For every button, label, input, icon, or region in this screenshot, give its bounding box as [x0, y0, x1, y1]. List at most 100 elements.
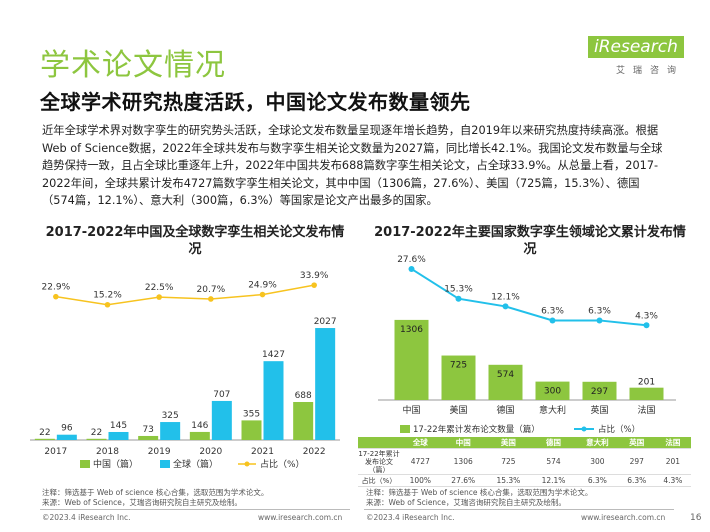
table-row: 17-22年累计发布论文（篇） 4727 1306 725 574 300 29…	[358, 448, 691, 475]
chart1-ratio-point	[104, 301, 111, 308]
chart2-bar	[394, 319, 429, 400]
chart1-legend-global: 全球（篇）	[173, 458, 218, 470]
chart1-title-text: 2017-2022年中国及全球数字孪生相关论文发布情况	[45, 225, 345, 257]
table-header-cell: 中国	[440, 437, 486, 449]
table-header-cell: 英国	[618, 437, 655, 449]
chart1-ratio-label: 15.2%	[93, 291, 122, 301]
chart1-x-tick: 2018	[96, 447, 119, 457]
chart1-ratio-label: 33.9%	[300, 271, 329, 281]
chart2-ratio-label: 4.3%	[635, 311, 658, 321]
table-row-label: 17-22年累计发布论文（篇）	[358, 448, 400, 475]
chart1-bar-global	[56, 434, 77, 440]
chart1-ratio-point	[311, 282, 317, 288]
chart1-china-label: 355	[243, 409, 260, 419]
chart2-svg: 1306 中国 725 美国 574 德国 300 意大利 297 英国 201 法国 27.6% 15.…	[378, 255, 676, 435]
table-cell: 4727	[400, 448, 441, 475]
chart1-legend-swatch-china	[80, 460, 90, 468]
right-note-line: 来源：Web of Science，艾瑞咨询研究院自主研究及绘制。	[366, 498, 566, 507]
table-header-cell: 意大利	[576, 437, 619, 449]
table-header-cell	[358, 437, 400, 449]
table-cell: 100%	[400, 474, 441, 487]
chart1-china-label: 73	[142, 425, 153, 435]
chart1-global-label: 707	[213, 390, 230, 400]
table-header-cell: 德国	[530, 437, 577, 449]
table-row-label: 占比（%）	[358, 474, 400, 487]
right-notes: 注释：筛选基于 Web of science 核心合集，选取范围为学术论文。 来…	[366, 488, 592, 508]
chart1-x-tick: 2017	[44, 447, 67, 457]
chart1-ratio-point	[208, 296, 214, 302]
chart1-bar-global	[108, 431, 129, 440]
table-cell: 6.3%	[576, 474, 619, 487]
left-note-line: 注释：筛选基于 Web of science 核心合集，选取范围为学术论文。	[42, 488, 269, 497]
chart1-bar-china	[138, 435, 159, 440]
chart2-bar	[629, 387, 664, 400]
chart2-ratio-point	[596, 317, 603, 324]
chart1-title: 2017-2022年中国及全球数字孪生相关论文发布情况	[40, 224, 350, 258]
chart1-svg: 22 96 2017 22 145 2018 73 325 2019 146 707 2020 355 1…	[30, 271, 340, 470]
table-cell: 4.3%	[654, 474, 691, 487]
table-header-cell: 法国	[654, 437, 691, 449]
table-cell: 297	[618, 448, 655, 475]
table-header-cell: 美国	[485, 437, 531, 449]
chart1-x-tick: 2020	[199, 447, 222, 457]
chart2-x-tick: 英国	[590, 404, 608, 416]
chart2-ratio-label: 27.6%	[397, 255, 426, 265]
page-title: 学术论文情况	[40, 48, 226, 83]
chart1-global-label: 145	[110, 421, 127, 431]
chart2-ratio-point	[455, 295, 462, 302]
chart1-ratio-point	[53, 293, 59, 300]
chart2-legend-swatch-ratio-dot	[581, 426, 587, 432]
chart2-x-tick: 法国	[637, 404, 655, 416]
chart1-bar-china	[86, 438, 107, 440]
logo-text: iResearch	[588, 36, 684, 58]
chart1-china-label: 22	[91, 428, 102, 438]
chart2-title-text: 2017-2022年主要国家数字孪生领域论文累计发布情况	[374, 225, 686, 257]
chart2-bar-label: 1306	[400, 325, 423, 335]
chart1-bar-global	[315, 328, 336, 440]
chart1-china-label: 22	[39, 428, 50, 438]
table-header-cell: 全球	[400, 437, 441, 449]
chart1-legend-ratio: 占比（%）	[260, 458, 305, 470]
chart2-x-tick: 中国	[402, 404, 420, 416]
footer-url-left: www.iresearch.com.cn	[258, 513, 343, 522]
chart2-bar-label: 300	[544, 387, 561, 397]
table-cell: 574	[530, 448, 577, 475]
chart1-bar-global	[263, 361, 284, 440]
chart1-legend-china: 中国（篇）	[93, 458, 138, 470]
table-cell: 27.6%	[440, 474, 486, 487]
table-cell: 15.3%	[485, 474, 531, 487]
page-number: 16	[690, 513, 702, 523]
chart1-bar-china	[241, 420, 262, 440]
chart2-bar	[441, 355, 476, 400]
chart2-ratio-point	[408, 265, 415, 272]
chart1-x-tick: 2022	[303, 447, 326, 457]
table-cell: 300	[576, 448, 619, 475]
chart2-legend-ratio: 占比（%）	[598, 424, 640, 435]
footer-divider-right	[364, 509, 674, 510]
table-cell: 725	[485, 448, 531, 475]
chart2-ratio-label: 15.3%	[444, 285, 473, 295]
chart2-x-tick: 意大利	[539, 404, 566, 416]
page-subtitle: 全球学术研究热度活跃，中国论文发布数量领先	[40, 90, 471, 114]
chart2-bar	[488, 364, 523, 400]
data-table: 全球 中国 美国 德国 意大利 英国 法国 17-22年累计发布论文（篇） 47…	[358, 437, 691, 487]
footer-copyright-right: ©2023.4 iResearch Inc.	[366, 513, 455, 522]
chart1-bar-china	[293, 401, 314, 440]
footer-divider-left	[40, 509, 350, 510]
chart2-ratio-label: 6.3%	[541, 306, 564, 316]
chart2-x-tick: 德国	[496, 404, 514, 416]
chart2-bar	[582, 381, 617, 400]
chart1-ratio-label: 20.7%	[197, 285, 226, 295]
left-notes: 注释：筛选基于 Web of science 核心合集，选取范围为学术论文。 来…	[42, 488, 268, 508]
chart2-ratio-label: 6.3%	[588, 306, 611, 316]
summary-paragraph: 近年全球学术界对数字孪生的研究势头活跃，全球论文发布数量呈现逐年增长趋势，自20…	[42, 124, 663, 207]
chart2-bar-label: 574	[497, 370, 514, 380]
chart1-ratio-label: 24.9%	[248, 281, 277, 291]
table-cell: 201	[654, 448, 691, 475]
table-cell: 12.1%	[530, 474, 577, 487]
table-row: 占比（%） 100% 27.6% 15.3% 12.1% 6.3% 6.3% 4…	[358, 474, 691, 487]
chart2-bar-label: 297	[591, 387, 608, 397]
chart2-bar-label: 725	[450, 361, 467, 371]
chart1-ratio-label: 22.5%	[145, 283, 174, 293]
chart1-ratio-label: 22.9%	[42, 283, 71, 293]
